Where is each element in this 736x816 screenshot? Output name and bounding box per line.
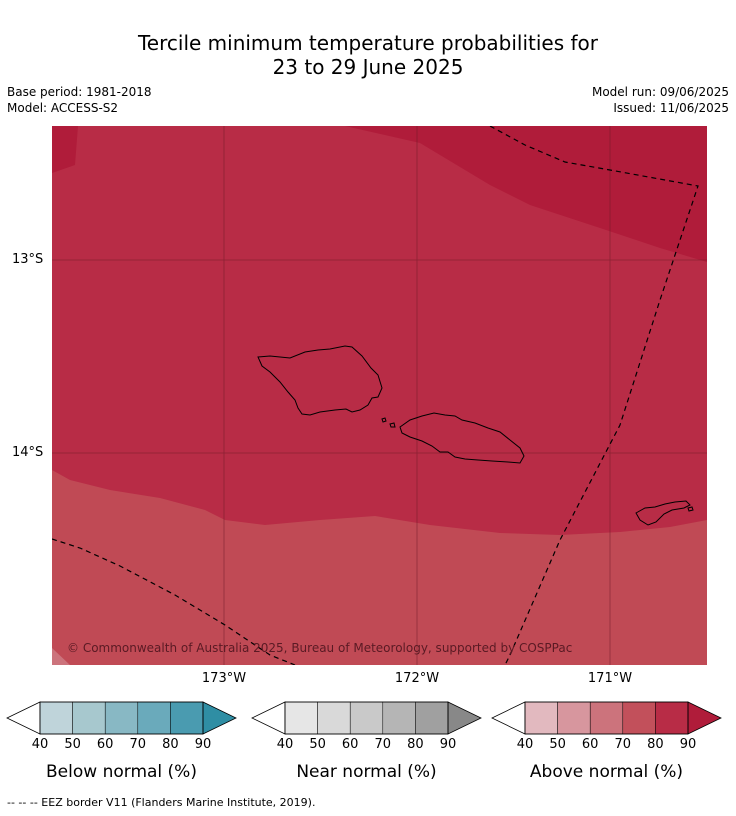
above-normal-colorbar-segment: [524, 701, 558, 735]
below-normal-colorbar-max-arrow: [202, 701, 237, 735]
map-title-line2: 23 to 29 June 2025: [272, 55, 464, 79]
near-normal-colorbar-tick-label: 70: [374, 737, 392, 752]
above-normal-colorbar-tick-label: 90: [679, 737, 697, 752]
colorbars: [6, 701, 722, 735]
below-normal-colorbar-outline: [39, 701, 204, 735]
below-normal-colorbar-tick-label: 90: [194, 737, 212, 752]
near-normal-colorbar-min-arrow: [251, 701, 286, 735]
near-normal-colorbar-tick-label: 60: [341, 737, 359, 752]
lon-label-173w: 173°W: [201, 671, 247, 686]
above-normal-colorbar-tick-label: 50: [549, 737, 566, 752]
below-normal-colorbar-segment: [39, 701, 73, 735]
lat-label-14s: 14°S: [12, 445, 44, 460]
below-normal-colorbar-tick-label: 80: [162, 737, 179, 752]
above-normal-colorbar-tick-label: 70: [614, 737, 632, 752]
near-normal-colorbar-segment: [284, 701, 318, 735]
above-normal-colorbar-min-arrow: [491, 701, 526, 735]
eez-footnote: -- -- -- EEZ border V11 (Flanders Marine…: [7, 796, 316, 809]
below-normal-colorbar-tick-label: 40: [31, 737, 49, 752]
above-normal-colorbar-tick-label: 60: [581, 737, 599, 752]
gridlines: [52, 126, 707, 665]
model-name: Model: ACCESS-S2: [7, 101, 119, 115]
below-normal-colorbar-title: Below normal (%): [46, 762, 197, 782]
lon-label-171w: 171°W: [587, 671, 633, 686]
eez-border: [52, 126, 699, 665]
map-title-line1: Tercile minimum temperature probabilitie…: [137, 31, 599, 55]
issued-date: Issued: 11/06/2025: [613, 101, 729, 115]
near-normal-colorbar-tick-label: 80: [407, 737, 424, 752]
band-above-90-northeast: [345, 126, 707, 262]
model-run-date: Model run: 09/06/2025: [591, 85, 729, 99]
lat-label-13s: 13°S: [12, 252, 44, 267]
aunuu-island: [687, 506, 694, 512]
below-normal-colorbar-segment: [104, 701, 139, 735]
band-above-70-south: [52, 470, 707, 665]
above-normal-colorbar-tick-label: 80: [647, 737, 664, 752]
apolima-island: [389, 422, 396, 428]
below-normal-colorbar-segment: [170, 701, 204, 735]
below-normal-colorbar-tick-label: 50: [64, 737, 81, 752]
band-above-60-corner: [52, 648, 70, 665]
manono-island: [381, 417, 387, 423]
near-normal-colorbar-tick-label: 50: [309, 737, 326, 752]
near-normal-colorbar-segment: [317, 701, 351, 735]
near-normal-colorbar-segment: [415, 701, 449, 735]
above-normal-colorbar-segment: [622, 701, 656, 735]
above-normal-colorbar-segment: [557, 701, 591, 735]
band-above-90-northwest: [52, 126, 78, 173]
savaii-island: [257, 345, 383, 416]
above-normal-colorbar-max-arrow: [687, 701, 722, 735]
lon-label-172w: 172°W: [394, 671, 440, 686]
near-normal-colorbar-segment: [382, 701, 416, 735]
coastlines: [257, 345, 694, 526]
near-normal-colorbar-segment: [349, 701, 384, 735]
above-normal-colorbar-segment: [655, 701, 689, 735]
above-normal-colorbar-segment: [589, 701, 624, 735]
below-normal-colorbar-tick-label: 60: [96, 737, 114, 752]
near-normal-colorbar-tick-label: 90: [439, 737, 457, 752]
copyright-text: © Commonwealth of Australia 2025, Bureau…: [67, 641, 573, 655]
tutuila-island: [635, 500, 691, 526]
above-normal-colorbar-tick-label: 40: [516, 737, 534, 752]
near-normal-colorbar-outline: [284, 701, 449, 735]
below-normal-colorbar-segment: [72, 701, 106, 735]
probability-field: [52, 126, 707, 665]
base-period: Base period: 1981-2018: [7, 85, 152, 99]
near-normal-colorbar-title: Near normal (%): [296, 762, 437, 782]
below-normal-colorbar-segment: [137, 701, 171, 735]
above-normal-colorbar-title: Above normal (%): [529, 762, 684, 782]
near-normal-colorbar-tick-label: 40: [276, 737, 294, 752]
above-normal-colorbar-outline: [524, 701, 689, 735]
below-normal-colorbar-tick-label: 70: [129, 737, 147, 752]
below-normal-colorbar-min-arrow: [6, 701, 41, 735]
near-normal-colorbar-max-arrow: [447, 701, 482, 735]
upolu-island: [399, 412, 525, 464]
